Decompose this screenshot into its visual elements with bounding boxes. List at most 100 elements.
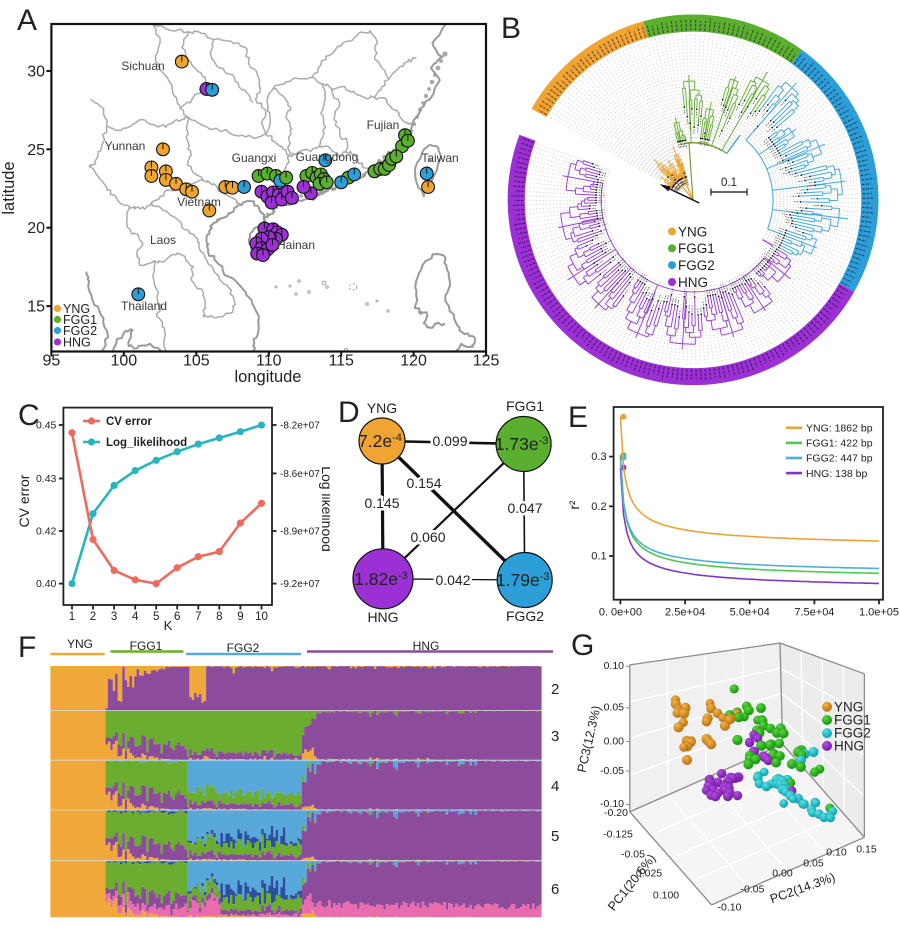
svg-text:0.05: 0.05 bbox=[604, 702, 625, 714]
svg-text:0.047: 0.047 bbox=[507, 500, 542, 516]
svg-text:YNG: 1862 bp: YNG: 1862 bp bbox=[806, 423, 873, 435]
svg-text:G: G bbox=[571, 630, 594, 662]
svg-text:125: 125 bbox=[473, 353, 500, 370]
svg-text:-0.125: -0.125 bbox=[603, 829, 633, 841]
svg-text:r²: r² bbox=[567, 500, 582, 509]
svg-text:0.10: 0.10 bbox=[826, 847, 847, 859]
svg-text:100: 100 bbox=[110, 353, 137, 370]
svg-text:20: 20 bbox=[27, 220, 45, 237]
svg-text:longitude: longitude bbox=[235, 368, 302, 386]
svg-text:25: 25 bbox=[27, 142, 45, 159]
svg-text:0.154: 0.154 bbox=[406, 475, 441, 491]
svg-text:HNG: HNG bbox=[413, 639, 440, 653]
svg-text:6: 6 bbox=[174, 611, 180, 623]
svg-text:FGG2: FGG2 bbox=[227, 641, 260, 655]
svg-text:0.00: 0.00 bbox=[772, 868, 793, 880]
svg-text:FGG1: FGG1 bbox=[130, 639, 163, 653]
svg-text:FGG1: 422 bp: FGG1: 422 bp bbox=[806, 438, 873, 450]
svg-text:Log_likelihood: Log_likelihood bbox=[106, 437, 187, 449]
svg-text:10: 10 bbox=[255, 611, 268, 623]
svg-text:5: 5 bbox=[551, 828, 559, 845]
svg-text:-0.05: -0.05 bbox=[600, 765, 624, 777]
svg-text:FGG2: FGG2 bbox=[834, 726, 871, 741]
svg-text:-9.2e+07: -9.2e+07 bbox=[280, 579, 320, 590]
svg-text:0.40: 0.40 bbox=[36, 578, 57, 590]
svg-text:6: 6 bbox=[551, 881, 559, 898]
svg-text:7.2e-4: 7.2e-4 bbox=[358, 431, 402, 451]
svg-text:FGG1: FGG1 bbox=[834, 713, 871, 728]
svg-text:K: K bbox=[164, 618, 173, 633]
svg-text:0.060: 0.060 bbox=[410, 529, 445, 545]
svg-text:FGG2: FGG2 bbox=[506, 608, 544, 624]
svg-text:0.1: 0.1 bbox=[591, 551, 606, 563]
svg-text:F: F bbox=[18, 631, 36, 664]
svg-text:HNG: HNG bbox=[834, 739, 864, 754]
svg-text:C: C bbox=[18, 399, 40, 432]
svg-text:Laos: Laos bbox=[150, 233, 176, 247]
svg-text:Fujian: Fujian bbox=[367, 118, 400, 132]
svg-text:1.79e-3: 1.79e-3 bbox=[496, 570, 550, 590]
svg-text:0.100: 0.100 bbox=[653, 890, 679, 902]
svg-text:Guangxi: Guangxi bbox=[232, 151, 277, 165]
svg-text:YNG: YNG bbox=[367, 400, 397, 416]
svg-text:0.42: 0.42 bbox=[36, 526, 57, 538]
svg-text:YNG: YNG bbox=[834, 699, 863, 714]
svg-text:A: A bbox=[17, 4, 37, 37]
svg-text:5: 5 bbox=[153, 611, 159, 623]
svg-text:0.43: 0.43 bbox=[36, 473, 57, 485]
svg-text:D: D bbox=[338, 396, 360, 429]
svg-text:-0.10: -0.10 bbox=[600, 798, 624, 810]
svg-text:7.5e+04: 7.5e+04 bbox=[794, 607, 834, 619]
svg-text:Guangdong: Guangdong bbox=[296, 150, 359, 164]
svg-text:1.0e+05: 1.0e+05 bbox=[859, 607, 899, 619]
svg-text:Log likelihood: Log likelihood bbox=[319, 466, 330, 552]
svg-text:95: 95 bbox=[43, 353, 61, 370]
svg-text:E: E bbox=[568, 401, 588, 434]
svg-text:HNG: HNG bbox=[63, 336, 91, 350]
svg-text:FGG1: FGG1 bbox=[63, 313, 97, 327]
svg-text:0.2: 0.2 bbox=[591, 501, 606, 513]
svg-text:Sichuan: Sichuan bbox=[121, 59, 164, 73]
svg-text:-8.9e+07: -8.9e+07 bbox=[280, 527, 320, 538]
svg-text:0.025: 0.025 bbox=[636, 868, 662, 880]
svg-text:0.042: 0.042 bbox=[435, 572, 470, 588]
svg-text:-0.10: -0.10 bbox=[718, 902, 742, 914]
svg-text:FGG1: FGG1 bbox=[678, 241, 715, 256]
svg-text:4: 4 bbox=[132, 611, 139, 623]
svg-text:9: 9 bbox=[237, 611, 243, 623]
svg-text:-8.6e+07: -8.6e+07 bbox=[280, 469, 320, 480]
svg-text:0.099: 0.099 bbox=[432, 433, 467, 449]
svg-text:0.145: 0.145 bbox=[364, 495, 399, 511]
svg-text:4: 4 bbox=[551, 778, 559, 795]
svg-text:FGG2: FGG2 bbox=[63, 324, 97, 338]
svg-text:FGG1: FGG1 bbox=[506, 398, 544, 414]
svg-text:2.5e+04: 2.5e+04 bbox=[665, 607, 705, 619]
svg-text:0.05: 0.05 bbox=[803, 858, 824, 870]
svg-text:3: 3 bbox=[111, 611, 117, 623]
svg-text:0.15: 0.15 bbox=[856, 844, 877, 856]
svg-text:7: 7 bbox=[195, 611, 201, 623]
svg-text:-0.20: -0.20 bbox=[604, 807, 628, 819]
svg-text:CV error: CV error bbox=[16, 474, 32, 527]
svg-text:HNG: HNG bbox=[678, 275, 708, 290]
svg-text:105: 105 bbox=[183, 353, 210, 370]
svg-text:1.73e-3: 1.73e-3 bbox=[495, 434, 549, 454]
svg-text:Yunnan: Yunnan bbox=[105, 139, 146, 153]
svg-text:PC1(20.6%): PC1(20.6%) bbox=[605, 852, 658, 914]
svg-text:HNG: HNG bbox=[367, 609, 398, 625]
svg-text:YNG: YNG bbox=[67, 637, 93, 651]
svg-text:0. 0e+00: 0. 0e+00 bbox=[599, 607, 642, 619]
svg-text:CV error: CV error bbox=[106, 416, 153, 428]
svg-text:0.3: 0.3 bbox=[591, 451, 606, 463]
svg-text:HNG: 138 bp: HNG: 138 bp bbox=[806, 468, 867, 480]
svg-text:FGG2: FGG2 bbox=[678, 258, 715, 273]
svg-text:5.0e+04: 5.0e+04 bbox=[730, 607, 770, 619]
svg-text:0.00: 0.00 bbox=[604, 735, 625, 747]
svg-text:-0.05: -0.05 bbox=[621, 849, 645, 861]
svg-text:latitude: latitude bbox=[0, 161, 18, 214]
svg-text:8: 8 bbox=[216, 611, 222, 623]
svg-text:0.1: 0.1 bbox=[721, 177, 737, 189]
svg-text:PC3(12.3%): PC3(12.3%) bbox=[575, 704, 604, 773]
svg-text:120: 120 bbox=[400, 353, 427, 370]
svg-text:115: 115 bbox=[328, 353, 354, 370]
